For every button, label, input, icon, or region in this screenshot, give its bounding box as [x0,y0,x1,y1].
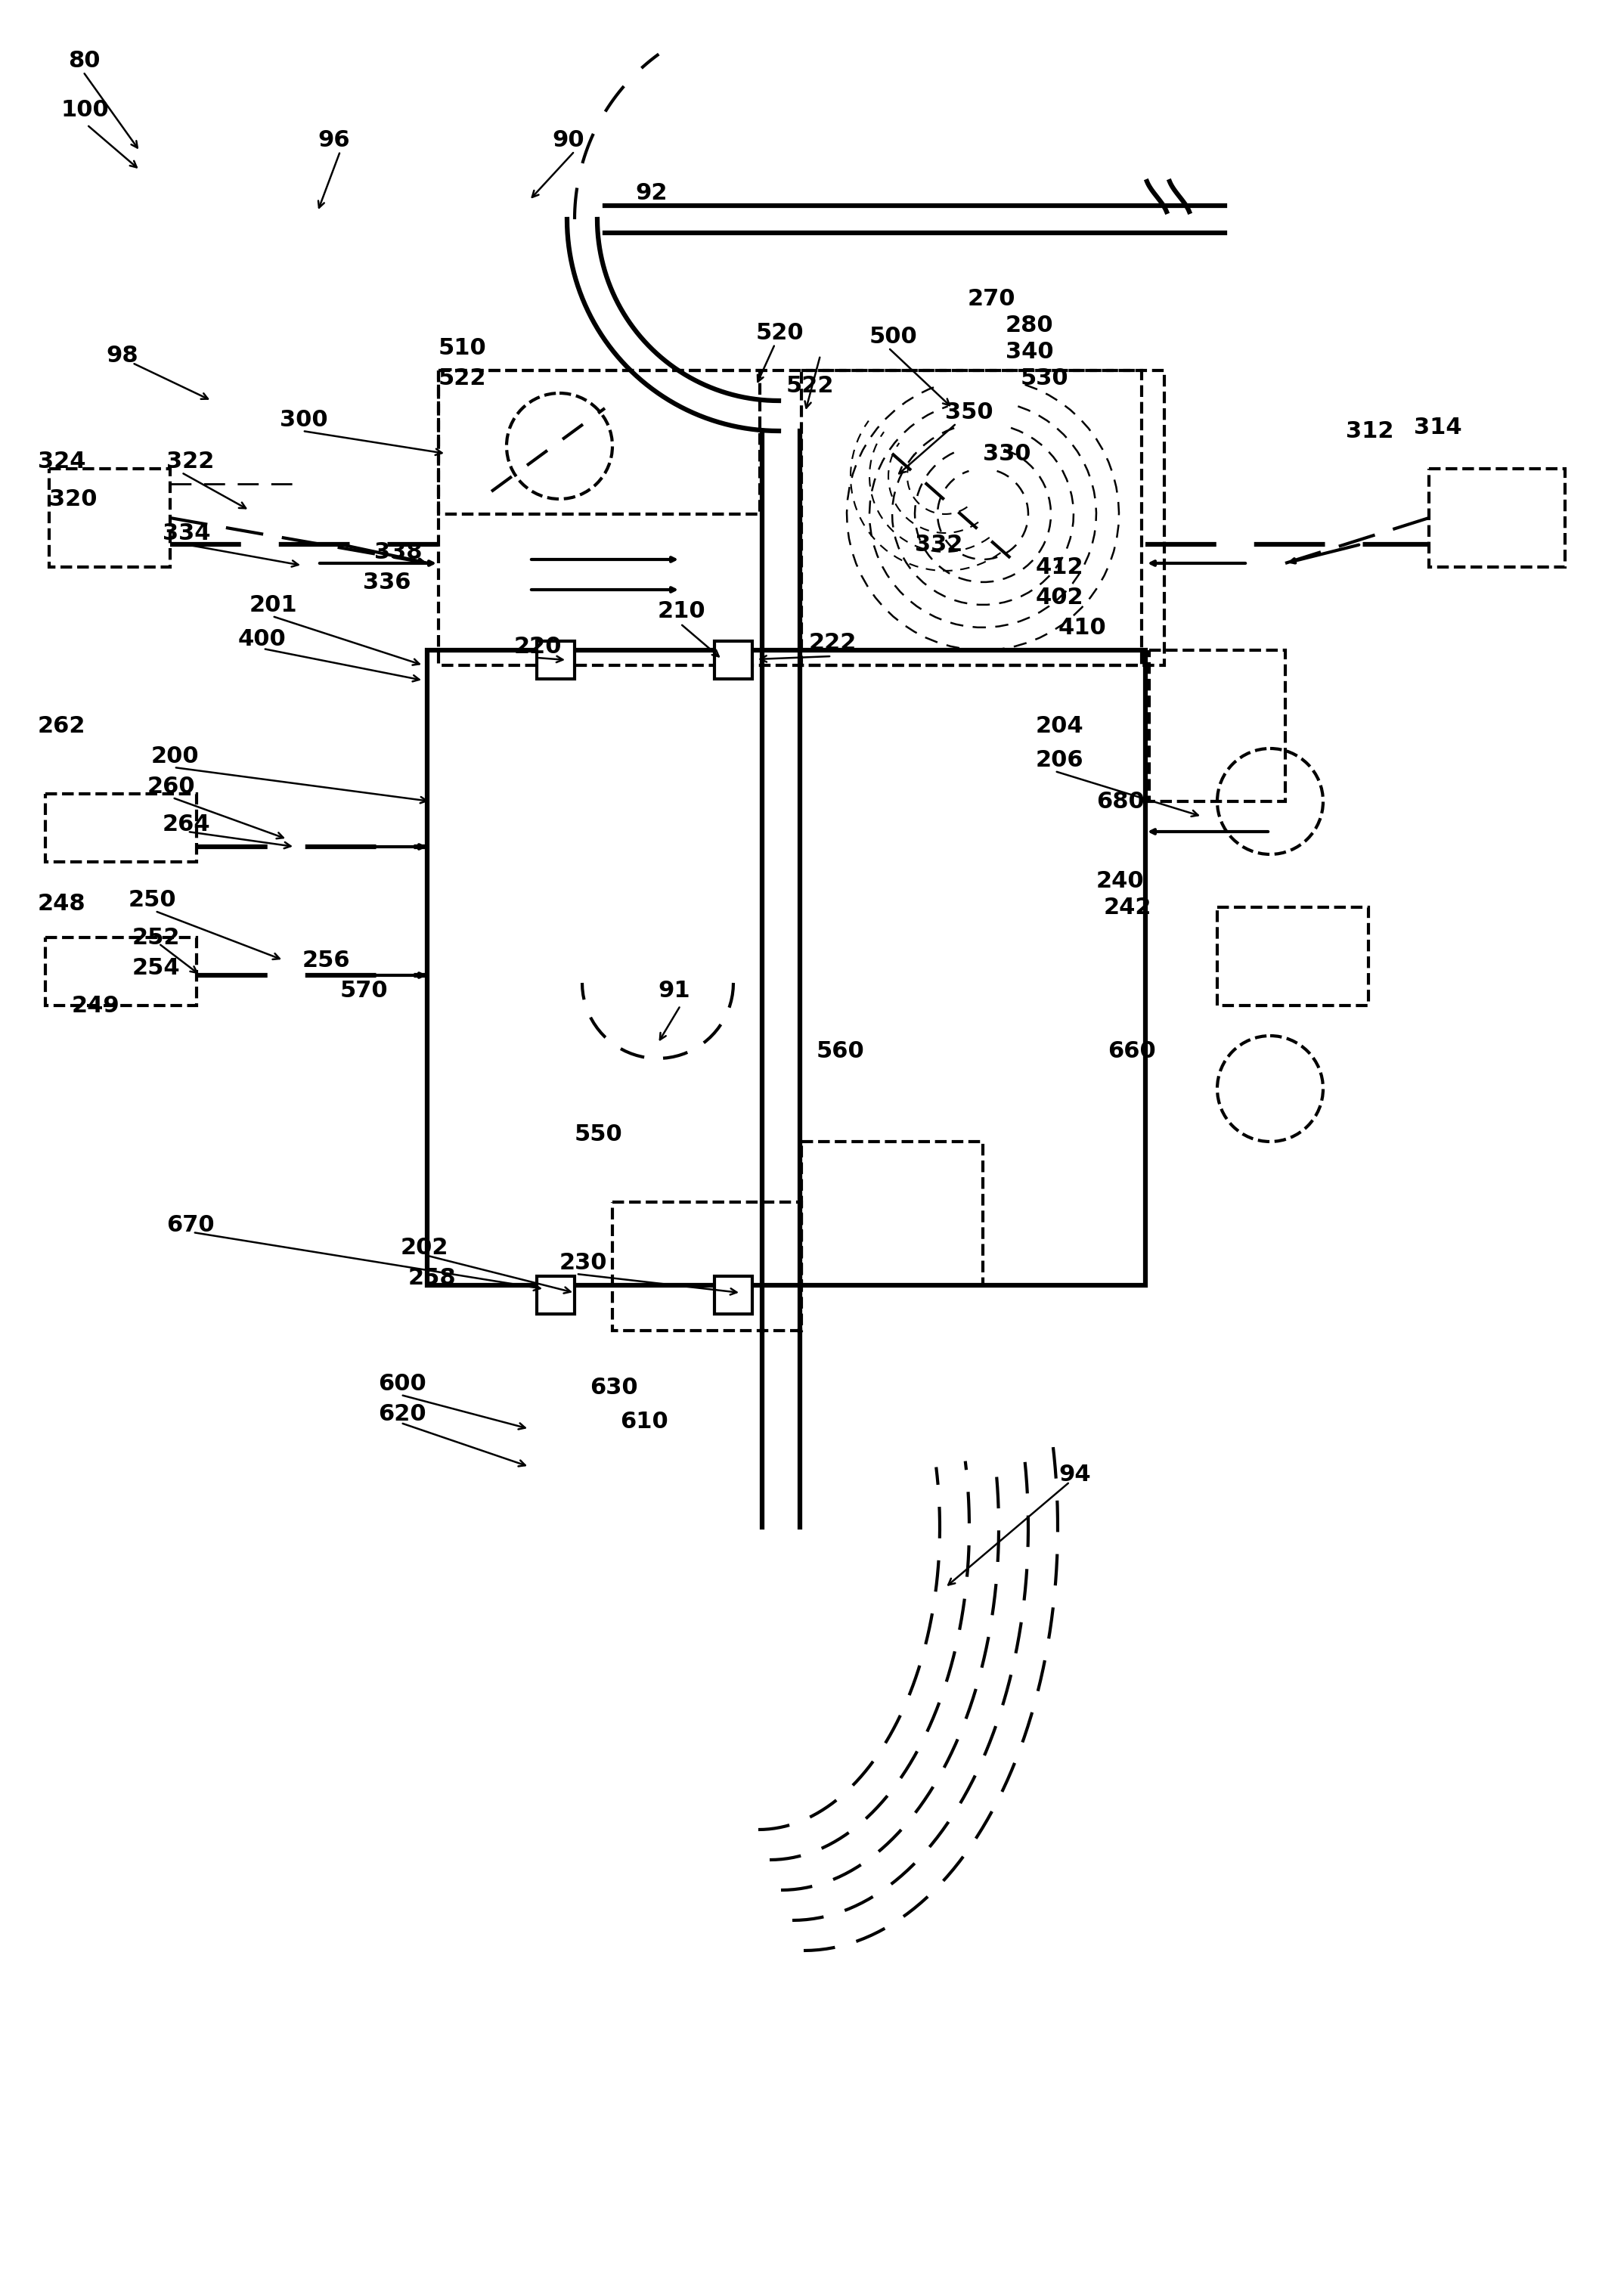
Bar [1218,908,1369,1006]
Text: 324: 324 [37,451,86,471]
Text: 256: 256 [302,949,351,972]
Text: 264: 264 [162,814,211,835]
Text: 530: 530 [1020,366,1069,389]
Text: 258: 258 [408,1267,456,1288]
Bar [438,370,1142,666]
Bar [538,1276,575,1315]
Text: 334: 334 [162,521,211,544]
Text: 240: 240 [1096,869,1145,892]
Text: 500: 500 [869,325,918,348]
Bar [49,469,171,567]
Bar [715,1276,752,1315]
Text: 248: 248 [37,892,86,915]
Text: 220: 220 [515,636,562,656]
Text: 510: 510 [438,336,487,359]
Text: 300: 300 [279,409,328,430]
Text: 610: 610 [620,1411,667,1432]
Text: 660: 660 [1108,1041,1156,1061]
Text: 96: 96 [318,128,349,151]
Text: 92: 92 [635,183,667,204]
Text: 312: 312 [1346,421,1393,441]
Text: 100: 100 [60,98,109,121]
Text: 230: 230 [560,1251,607,1274]
Bar [438,370,760,515]
Text: 522: 522 [438,366,487,389]
Text: 600: 600 [378,1372,425,1395]
Text: 204: 204 [1036,716,1083,736]
Text: 550: 550 [575,1123,622,1146]
Text: 270: 270 [968,288,1015,309]
Text: 280: 280 [1005,313,1054,336]
Text: 560: 560 [817,1041,864,1061]
Text: 620: 620 [378,1402,425,1425]
Text: 254: 254 [132,956,180,979]
Text: 670: 670 [166,1214,214,1235]
Bar [45,794,197,862]
Text: 402: 402 [1036,585,1083,608]
Text: 98: 98 [106,345,138,366]
Text: 332: 332 [914,533,963,556]
Text: 202: 202 [401,1237,448,1258]
Text: 322: 322 [166,451,214,471]
Bar [801,370,1164,666]
Text: 336: 336 [362,572,411,592]
Text: 338: 338 [374,542,422,563]
Text: 400: 400 [239,629,286,650]
Text: 242: 242 [1104,897,1151,917]
Text: 201: 201 [250,595,297,615]
Text: 91: 91 [658,979,690,1002]
Text: 260: 260 [148,775,195,798]
Text: 210: 210 [658,599,706,622]
Bar [538,640,575,679]
Text: 262: 262 [37,716,86,736]
Bar [1150,650,1285,800]
Text: 412: 412 [1036,556,1083,579]
Bar [45,938,197,1006]
Text: 200: 200 [151,746,200,766]
Bar [427,650,1145,1285]
Text: 222: 222 [809,631,857,654]
Text: 520: 520 [757,322,804,343]
Text: 249: 249 [71,995,120,1015]
Text: 350: 350 [945,400,994,423]
Text: 680: 680 [1096,791,1145,812]
Text: 522: 522 [786,375,835,396]
Text: 330: 330 [983,444,1031,464]
Text: 206: 206 [1036,748,1083,771]
Text: 630: 630 [590,1377,638,1397]
Text: 252: 252 [132,926,180,949]
Bar [1429,469,1566,567]
Text: 320: 320 [49,487,97,510]
Text: 410: 410 [1059,617,1106,638]
Text: 340: 340 [1005,341,1054,364]
Bar [612,1203,801,1331]
Text: 80: 80 [68,50,101,71]
Bar [801,1141,983,1285]
Text: 250: 250 [128,890,177,910]
Text: 90: 90 [552,128,585,151]
Text: 94: 94 [1059,1464,1091,1484]
Bar [715,640,752,679]
Text: 314: 314 [1415,416,1462,439]
Text: 570: 570 [339,979,388,1002]
